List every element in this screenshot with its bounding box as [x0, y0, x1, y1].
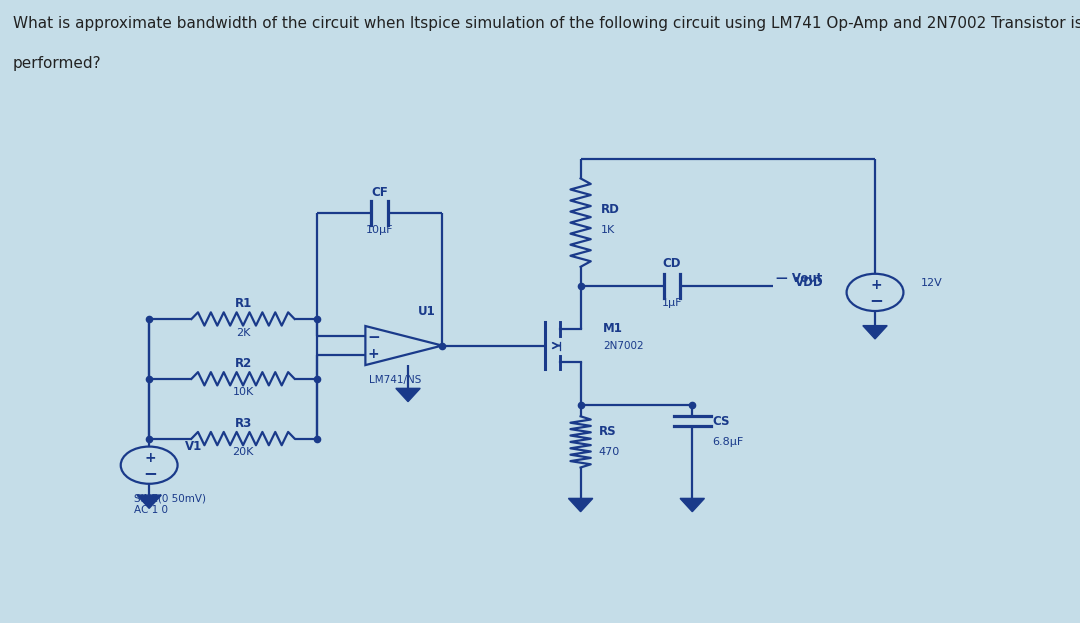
Text: +: + — [145, 451, 156, 465]
Text: R3: R3 — [234, 417, 252, 430]
Text: CF: CF — [372, 186, 388, 199]
Text: SINE(0 50mV): SINE(0 50mV) — [134, 493, 206, 503]
Text: −: − — [144, 464, 157, 482]
Text: R1: R1 — [234, 297, 252, 310]
Text: M1: M1 — [603, 322, 623, 335]
Polygon shape — [568, 498, 593, 511]
Text: RS: RS — [599, 426, 617, 438]
Text: 2N7002: 2N7002 — [603, 341, 644, 351]
Text: VDD: VDD — [795, 276, 823, 288]
Text: 470: 470 — [599, 447, 620, 457]
Text: 1μF: 1μF — [662, 298, 683, 308]
Text: 6.8μF: 6.8μF — [713, 437, 744, 447]
Text: 10K: 10K — [232, 388, 254, 397]
Polygon shape — [396, 388, 420, 402]
Text: −: − — [367, 330, 380, 345]
Text: +: + — [367, 347, 379, 361]
Text: CD: CD — [663, 257, 681, 270]
Polygon shape — [137, 495, 161, 508]
Text: What is approximate bandwidth of the circuit when ltspice simulation of the foll: What is approximate bandwidth of the cir… — [13, 16, 1080, 31]
Text: AC 1 0: AC 1 0 — [134, 505, 167, 515]
Text: 12V: 12V — [920, 278, 943, 288]
Polygon shape — [863, 326, 887, 339]
Text: V1: V1 — [185, 440, 202, 453]
Text: — Vout: — Vout — [775, 272, 822, 285]
Text: 2K: 2K — [235, 328, 251, 338]
Text: −: − — [869, 292, 883, 310]
Text: U1: U1 — [418, 305, 436, 318]
Text: performed?: performed? — [13, 56, 102, 71]
Text: 1K: 1K — [600, 224, 616, 235]
Text: 20K: 20K — [232, 447, 254, 457]
Text: 10μF: 10μF — [366, 224, 393, 235]
Text: CS: CS — [713, 416, 730, 428]
Polygon shape — [680, 498, 704, 511]
Text: R2: R2 — [234, 357, 252, 370]
Text: +: + — [870, 278, 882, 292]
Text: RD: RD — [600, 202, 620, 216]
Text: LM741/NS: LM741/NS — [369, 375, 421, 385]
